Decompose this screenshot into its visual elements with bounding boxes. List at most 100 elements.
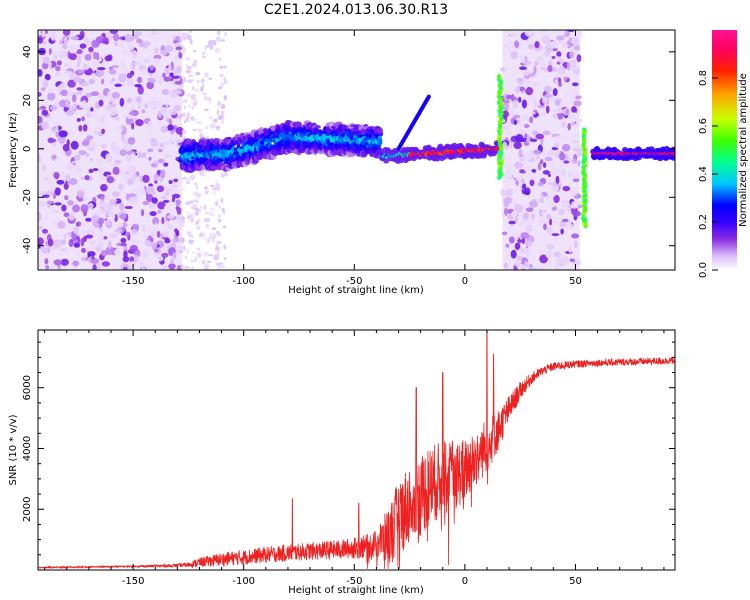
spectrogram-cell <box>67 200 74 206</box>
spectrogram-cell <box>572 210 582 217</box>
spectrogram-cell <box>75 251 81 257</box>
spectrogram-cell <box>106 176 115 184</box>
spectrogram-cell <box>91 215 99 222</box>
spectrogram-cell <box>160 125 168 133</box>
spectrogram-cell <box>56 85 61 93</box>
spectrogram-cell <box>218 115 224 120</box>
spectrogram-cell <box>532 81 540 87</box>
spectrogram-cell <box>52 193 57 199</box>
spectrogram-cell <box>85 217 92 222</box>
spectrogram-cell <box>178 51 183 59</box>
spectrogram-cell <box>84 107 91 111</box>
spectrogram-cell <box>568 37 573 42</box>
x-tick-label: -100 <box>232 276 255 287</box>
spectrogram-cell <box>551 66 557 73</box>
spectrogram-cell <box>72 204 81 213</box>
spectrogram-cell <box>47 92 56 101</box>
spectrogram-cell <box>74 154 81 161</box>
spectrogram-cell <box>540 30 550 33</box>
spectrogram-cell <box>55 65 61 72</box>
spectrogram-cell <box>548 182 557 186</box>
spectrogram-cell <box>180 237 185 244</box>
spectrogram-cell <box>426 94 431 99</box>
spectrogram-cell <box>582 127 587 132</box>
spectrogram-cell <box>201 259 206 265</box>
spectrogram-cell <box>118 73 127 83</box>
spectrogram-cell <box>525 207 534 213</box>
spectrogram-cell <box>503 170 512 180</box>
spectrogram-cell <box>523 261 529 267</box>
spectrogram-cell <box>552 88 558 97</box>
spectrogram-cell <box>156 247 162 255</box>
spectrogram-cell <box>111 263 117 270</box>
spectrogram-cell <box>223 244 227 250</box>
spectrogram-cell <box>508 143 513 148</box>
spectrogram-cell <box>508 236 515 244</box>
spectrogram-cell <box>193 50 197 53</box>
snr-x-axis-label: Height of straight line (km) <box>288 585 424 596</box>
spectrogram-cell <box>175 199 181 206</box>
spectrogram-cell <box>63 233 67 240</box>
spectrogram-cell <box>503 202 509 208</box>
spectrogram-cell <box>540 112 547 116</box>
spectrogram-cell <box>92 60 99 68</box>
spectrogram-cell <box>512 99 519 109</box>
spectrogram-cell <box>527 240 532 248</box>
spectrogram-cell <box>136 96 142 103</box>
spectrogram-x-axis-label: Height of straight line (km) <box>288 285 424 296</box>
spectrogram-cell <box>126 50 130 55</box>
spectrogram-cell <box>203 204 207 210</box>
spectrogram-cell <box>154 47 159 54</box>
spectrogram-cell <box>514 242 521 251</box>
spectrogram-cell <box>144 171 152 176</box>
spectrogram-cell <box>502 103 510 110</box>
spectrogram-cell <box>183 120 187 124</box>
spectrogram-cell <box>86 135 94 140</box>
spectrogram-cell <box>140 209 145 217</box>
spectrogram-cell <box>44 73 51 81</box>
spectrogram-cell <box>146 81 154 90</box>
spectrogram-cell <box>147 227 152 236</box>
spectrogram-cell <box>158 148 163 153</box>
spectrogram-cell <box>99 203 106 208</box>
spectrogram-cell <box>178 221 184 229</box>
spectrogram-cell <box>502 50 507 58</box>
spectrogram-cell <box>186 92 192 98</box>
spectrogram-cell <box>192 86 195 91</box>
spectrogram-cell <box>191 63 197 68</box>
spectrogram-cell <box>208 77 213 80</box>
spectrogram-cell <box>157 255 164 262</box>
spectrogram-cell <box>219 73 224 78</box>
spectrogram-cell <box>70 35 80 41</box>
spectrogram-cell <box>554 182 562 187</box>
spectrogram-cell <box>526 134 531 143</box>
spectrogram-cell <box>38 69 43 77</box>
spectrogram-cell <box>72 260 80 267</box>
spectrogram-cell <box>500 189 507 197</box>
spectrogram-cell <box>134 84 142 88</box>
spectrogram-cell <box>160 107 166 115</box>
spectrogram-cell <box>57 221 66 229</box>
spectrogram-cell <box>98 166 104 176</box>
spectrogram-cell <box>529 200 538 208</box>
spectrogram-cell <box>64 194 69 201</box>
spectrogram-cell <box>200 78 205 83</box>
spectrogram-cell <box>131 122 135 130</box>
spectrogram-cell <box>545 105 550 114</box>
spectrogram-cell <box>192 251 195 255</box>
spectrogram-cell <box>549 218 553 226</box>
spectrogram-cell <box>54 187 61 196</box>
spectrogram-cell <box>556 256 564 265</box>
spectrogram-cell <box>196 252 202 258</box>
spectrogram-cell <box>68 75 75 79</box>
spectrogram-panel: -150 -100 -50 0 50 -40 -20 0 20 40 Height of stra… <box>8 29 676 296</box>
spectrogram-cell <box>168 119 173 126</box>
spectrogram-cell <box>65 174 71 181</box>
y-tick-label: -40 <box>22 238 33 254</box>
spectrogram-cell <box>200 86 204 92</box>
spectrogram-cell <box>120 81 126 86</box>
spectrogram-cell <box>185 116 190 123</box>
spectrogram-cell <box>202 92 207 96</box>
spectrogram-cell <box>88 225 94 235</box>
spectrogram-cell <box>575 95 582 100</box>
